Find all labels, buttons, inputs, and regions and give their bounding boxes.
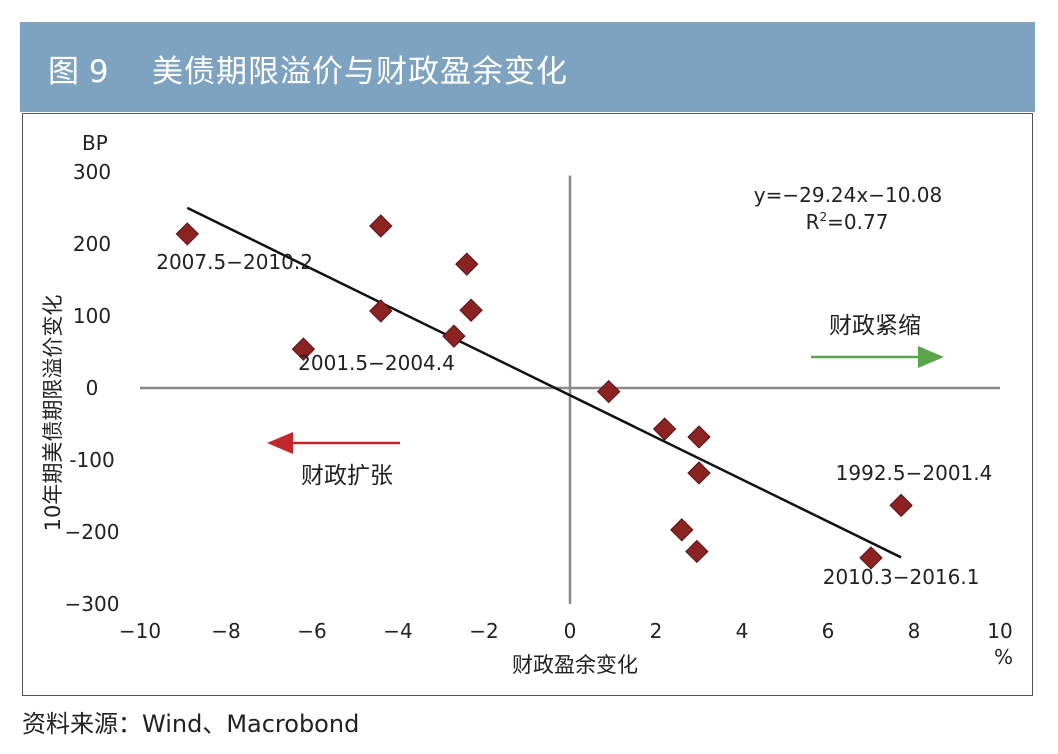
y-tick-label: 100 bbox=[73, 304, 111, 328]
fiscal-expansion-arrow bbox=[267, 432, 400, 454]
y-tick-label: −300 bbox=[65, 592, 120, 616]
data-point bbox=[455, 252, 479, 276]
x-tick-label: −4 bbox=[383, 619, 412, 643]
x-tick-label: 8 bbox=[908, 619, 921, 643]
x-tick-label: −8 bbox=[211, 619, 240, 643]
figure-number: 图 9 bbox=[48, 54, 109, 90]
data-point bbox=[687, 461, 711, 485]
y-axis-title: 10年期美债期限溢价变化 bbox=[41, 295, 65, 532]
period-annotation: 2007.5−2010.2 bbox=[156, 250, 313, 274]
chart-frame bbox=[22, 113, 1033, 696]
period-annotation: 2001.5−2004.4 bbox=[298, 351, 455, 375]
trend-line bbox=[186, 206, 902, 559]
fiscal-tightening-arrow bbox=[811, 346, 944, 368]
x-tick-label: 6 bbox=[822, 619, 835, 643]
x-tick-label: 10 bbox=[987, 619, 1012, 643]
x-tick-label: −6 bbox=[297, 619, 326, 643]
data-point bbox=[670, 518, 694, 542]
figure-header: 图 9 美债期限溢价与财政盈余变化 bbox=[20, 22, 1035, 112]
data-point bbox=[889, 493, 913, 518]
x-tick-label: 0 bbox=[564, 619, 577, 643]
data-point bbox=[459, 298, 483, 322]
y-tick-label: −200 bbox=[65, 520, 120, 544]
x-tick-label: −2 bbox=[469, 619, 498, 643]
period-annotation: 2010.3−2016.1 bbox=[823, 565, 980, 589]
data-point bbox=[687, 425, 711, 449]
x-tick-label: 4 bbox=[736, 619, 749, 643]
y-tick-label: 200 bbox=[73, 232, 111, 256]
y-tick-label: -100 bbox=[69, 448, 114, 472]
regression-equation: y=−29.24x−10.08 bbox=[754, 183, 942, 207]
y-tick-label: 0 bbox=[86, 376, 99, 400]
x-tick-label: 2 bbox=[650, 619, 663, 643]
source-note: 资料来源：Wind、Macrobond bbox=[22, 710, 360, 738]
data-point bbox=[369, 214, 393, 238]
x-tick-label: −10 bbox=[119, 619, 161, 643]
y-unit-label: BP bbox=[82, 131, 108, 155]
data-point bbox=[652, 417, 677, 441]
data-point bbox=[859, 546, 883, 570]
r-squared-label: R2=0.77 bbox=[806, 210, 889, 234]
data-point bbox=[175, 222, 200, 246]
data-point bbox=[685, 539, 709, 564]
fiscal-tightening-label: 财政紧缩 bbox=[829, 313, 921, 339]
period-annotation: 1992.5−2001.4 bbox=[836, 461, 993, 485]
data-point bbox=[369, 299, 393, 323]
x-axis-title: 财政盈余变化 bbox=[512, 653, 638, 677]
x-unit-label: % bbox=[994, 645, 1013, 669]
data-point bbox=[596, 379, 621, 404]
figure-title: 美债期限溢价与财政盈余变化 bbox=[152, 54, 568, 90]
y-tick-label: 300 bbox=[73, 160, 111, 184]
data-point bbox=[442, 324, 466, 348]
data-point bbox=[291, 337, 316, 361]
fiscal-expansion-label: 财政扩张 bbox=[301, 463, 393, 489]
